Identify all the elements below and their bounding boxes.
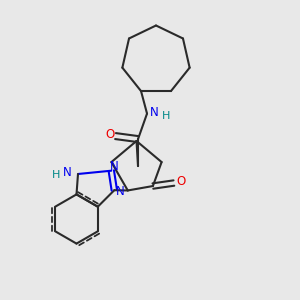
Text: H: H [52, 170, 61, 181]
Text: N: N [110, 160, 119, 173]
Text: N: N [116, 185, 125, 199]
Text: O: O [177, 175, 186, 188]
Text: N: N [63, 166, 72, 179]
Text: N: N [150, 106, 159, 118]
Text: H: H [162, 111, 171, 121]
Text: O: O [105, 128, 114, 141]
